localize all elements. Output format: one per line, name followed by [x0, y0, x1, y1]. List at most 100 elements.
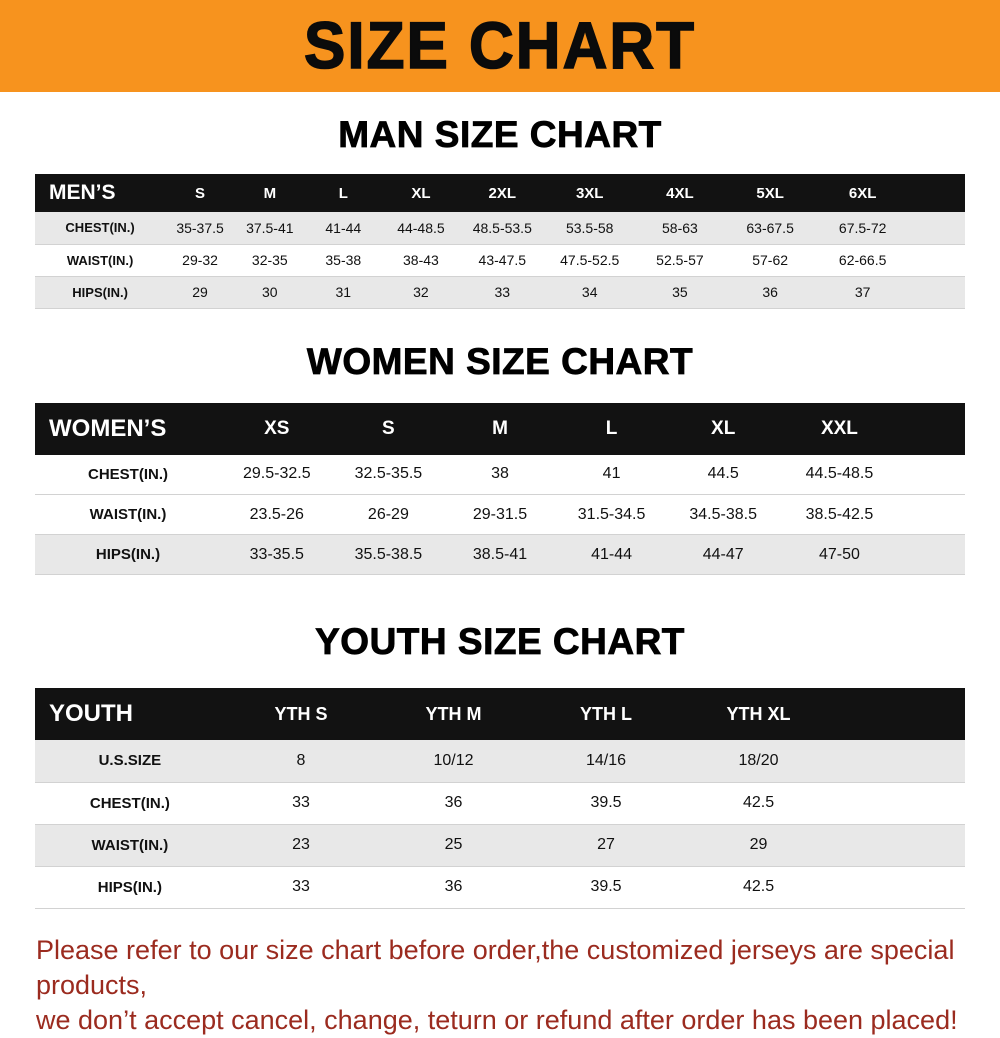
banner-title: SIZE CHART: [303, 9, 696, 84]
size-value: 47-50: [818, 545, 860, 563]
size-value: 23: [292, 836, 310, 853]
size-value: 29: [749, 836, 768, 853]
table-header-row: WOMEN’S XS S M L XL XXL: [35, 402, 965, 455]
size-column-header: 6XL: [815, 174, 911, 212]
table-header-row: MEN’S S M L XL 2XL 3XL 4XL 5XL 6XL: [35, 174, 965, 212]
table-title-cell: YOUTH: [35, 688, 225, 740]
size-value: 34.5-38.5: [689, 505, 757, 523]
spacer-cell: [834, 688, 965, 740]
size-value: 33: [494, 284, 511, 300]
spacer-cell: [900, 455, 965, 495]
size-value: 58-63: [662, 219, 698, 236]
size-value: 62-66.5: [838, 252, 887, 268]
measurement-row: U.S.SIZE 8 10/12 14/16 18/20: [35, 740, 965, 782]
measurement-row: WAIST(IN.) 23 25 27 29: [35, 824, 965, 866]
measurement-row: WAIST(IN.) 23.5-26 26-29 29-31.5 31.5-34.5 34…: [35, 495, 965, 535]
size-value: 35.5-38.5: [354, 545, 423, 563]
size-value: 27: [597, 836, 615, 853]
size-value: 44-47: [702, 545, 744, 563]
size-value: 35: [672, 284, 688, 300]
size-value: 41-44: [325, 219, 362, 236]
footer-text-line1: Please refer to our size chart before or…: [36, 934, 955, 1000]
size-value: 32.5-35.5: [354, 465, 423, 483]
size-value: 29-31.5: [472, 505, 528, 523]
size-column-header: S: [165, 174, 235, 212]
spacer-cell: [910, 174, 965, 212]
size-value: 57-62: [752, 252, 789, 268]
measurement-row: CHEST(IN.) 29.5-32.5 32.5-35.5 38 41 44.5 44.5…: [35, 455, 965, 495]
size-value: 39.5: [590, 794, 622, 811]
size-value: 26-29: [367, 505, 409, 523]
man-size-section: MAN SIZE CHART MEN’S S M L XL 2XL 3XL 4XL 5XL 6XL…: [0, 114, 1000, 309]
size-column-header: XXL: [778, 402, 900, 455]
size-value: 35-38: [325, 252, 362, 268]
size-value: 8: [296, 751, 306, 769]
row-label: HIPS(IN.): [95, 546, 161, 563]
size-value: 42.5: [742, 794, 775, 811]
size-value: 18/20: [738, 751, 779, 769]
spacer-cell: [900, 495, 965, 535]
measurement-row: HIPS(IN.) 33-35.5 35.5-38.5 38.5-41 41-44 44-…: [35, 534, 965, 575]
size-value: 36: [444, 794, 463, 811]
row-label: U.S.SIZE: [98, 752, 162, 770]
size-value: 31: [335, 284, 352, 300]
size-column-header: YTH L: [529, 688, 683, 740]
size-value: 44-48.5: [397, 219, 445, 236]
size-value: 63-67.5: [746, 219, 794, 236]
size-value: 38.5-41: [472, 545, 528, 563]
size-value: 29-32: [182, 252, 218, 268]
womens-size-table: WOMEN’S XS S M L XL XXL CHEST(IN.) 29.5-32.5 32.5…: [35, 402, 965, 576]
size-column-header: M: [444, 402, 556, 455]
mens-size-table: MEN’S S M L XL 2XL 3XL 4XL 5XL 6XL CHEST(IN.) 35-37…: [35, 174, 965, 309]
row-label: HIPS(IN.): [97, 878, 162, 896]
women-size-section: WOMEN SIZE CHART WOMEN’S XS S M L XL XXL CHEST(…: [0, 340, 1000, 576]
spacer-cell: [910, 276, 965, 308]
size-value: 37.5-41: [246, 219, 294, 236]
measurement-row: HIPS(IN.) 29 30 31 32 33 34 35 36 37: [35, 276, 965, 308]
spacer-cell: [899, 402, 965, 455]
spacer-cell: [835, 740, 965, 782]
measurement-row: CHEST(IN.) 35-37.5 37.5-41 41-44 44-48.5 48.5…: [35, 212, 965, 244]
size-value: 34: [581, 284, 598, 300]
women-size-heading: WOMEN SIZE CHART: [306, 340, 694, 382]
size-value: 37: [854, 284, 871, 300]
size-column-header: 2XL: [459, 174, 545, 212]
size-value: 53.5-58: [565, 219, 614, 236]
size-value: 67.5-72: [838, 219, 887, 236]
size-value: 38.5-42.5: [805, 505, 874, 523]
table-title-cell: WOMEN’S: [35, 402, 221, 455]
row-label: WAIST(IN.): [66, 252, 134, 268]
size-value: 30: [262, 284, 278, 300]
measurement-row: HIPS(IN.) 33 36 39.5 42.5: [35, 866, 965, 908]
size-column-header: YTH M: [377, 688, 530, 740]
footer-note: Please refer to our size chart before or…: [0, 933, 1000, 1038]
size-column-header: YTH S: [224, 688, 378, 740]
size-value: 31.5-34.5: [577, 505, 646, 523]
row-label: CHEST(IN.): [88, 465, 168, 483]
size-value: 14/16: [585, 751, 627, 769]
size-value: 23.5-26: [249, 505, 304, 523]
spacer-cell: [910, 212, 965, 244]
spacer-cell: [900, 535, 965, 575]
size-value: 32: [413, 284, 429, 300]
size-value: 36: [762, 284, 778, 300]
spacer-cell: [835, 782, 965, 824]
size-value: 39.5: [590, 878, 622, 895]
size-value: 38-43: [403, 252, 439, 268]
size-value: 38: [491, 465, 509, 483]
size-column-header: 4XL: [634, 174, 726, 212]
size-value: 48.5-53.5: [472, 219, 532, 236]
row-label: WAIST(IN.): [91, 836, 169, 854]
size-column-header: 3XL: [544, 174, 635, 212]
size-column-header: XL: [381, 174, 460, 212]
size-value: 47.5-52.5: [560, 252, 620, 268]
size-column-header: L: [304, 174, 382, 212]
size-column-header: L: [555, 402, 668, 455]
youth-size-table: YOUTH YTH S YTH M YTH L YTH XL U.S.SIZE 8 10/12…: [35, 688, 965, 909]
size-value: 44.5-48.5: [805, 465, 874, 483]
measurement-row: WAIST(IN.) 29-32 32-35 35-38 38-43 43-47.5 47.…: [35, 244, 965, 276]
size-value: 25: [444, 836, 463, 853]
row-label: HIPS(IN.): [72, 284, 128, 300]
size-value: 33: [292, 878, 310, 895]
row-label: WAIST(IN.): [89, 506, 167, 523]
